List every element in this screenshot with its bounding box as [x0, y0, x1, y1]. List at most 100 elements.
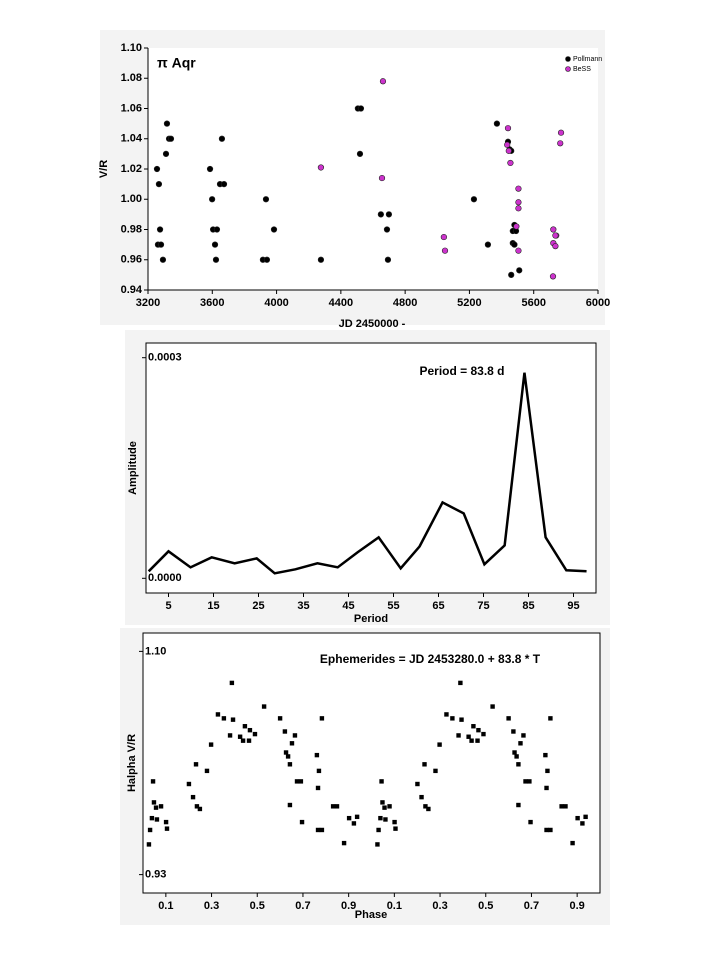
point [167, 135, 175, 142]
point [150, 779, 156, 784]
point [162, 150, 170, 157]
x-tick-label: 35 [297, 600, 309, 612]
x-tick-label: 5200 [457, 297, 481, 309]
point [505, 147, 512, 154]
point [220, 181, 228, 188]
x-tick-label: 95 [567, 600, 579, 612]
y-axis-label: Halpha V/R [126, 734, 138, 792]
point [570, 840, 575, 846]
point [375, 842, 380, 847]
point [163, 120, 171, 127]
point [263, 256, 271, 263]
point [379, 779, 384, 784]
x-tick-label: 45 [342, 600, 354, 612]
x-tick-label: 4800 [393, 297, 417, 309]
plot-area [145, 342, 597, 594]
point [282, 729, 288, 734]
point [351, 821, 357, 826]
point [357, 105, 365, 112]
point [423, 804, 428, 809]
point [515, 199, 522, 206]
point [221, 716, 227, 721]
point [518, 741, 523, 746]
x-tick-label: 5 [165, 600, 171, 612]
x-tick-label: 0.9 [341, 900, 356, 912]
y-axis-label: V/R [98, 160, 110, 178]
x-tick-label: 3200 [136, 297, 160, 309]
y-tick-label: 1.10 [145, 645, 166, 657]
legend-label: BeSS [573, 66, 591, 73]
legend-marker [565, 56, 571, 62]
point [211, 241, 219, 248]
point [393, 826, 398, 831]
x-tick-label: 3600 [200, 297, 224, 309]
point [552, 243, 559, 250]
chart-title: π Aqr [157, 55, 196, 71]
y-tick-label: 0.94 [121, 284, 143, 296]
point [159, 256, 167, 263]
point [516, 762, 521, 767]
point [287, 762, 293, 767]
point [583, 814, 588, 820]
point [186, 781, 192, 787]
line [147, 372, 587, 575]
point [153, 165, 161, 173]
point [544, 785, 549, 791]
point [314, 752, 320, 758]
x-tick-label: 0.3 [432, 900, 447, 912]
point [294, 779, 300, 784]
point [528, 819, 533, 825]
point [544, 827, 549, 833]
point [469, 738, 474, 743]
point [378, 815, 383, 821]
x-tick-label: 0.9 [570, 900, 585, 912]
point [377, 211, 384, 218]
point [285, 754, 291, 759]
point [481, 731, 486, 737]
point [356, 150, 364, 157]
point [155, 181, 163, 188]
point [387, 804, 392, 809]
point [385, 211, 393, 218]
point [549, 273, 557, 280]
point [330, 804, 336, 809]
point [316, 768, 322, 774]
point [341, 840, 347, 846]
x-axis-label: Period [354, 613, 388, 625]
x-tick-label: 0.7 [295, 900, 310, 912]
point [415, 781, 420, 787]
point [515, 247, 522, 254]
point [319, 827, 325, 833]
point [227, 733, 233, 738]
x-tick-label: 0.1 [158, 900, 173, 912]
x-tick-label: 25 [252, 600, 264, 612]
legend-marker [565, 66, 571, 72]
point [516, 802, 521, 808]
y-tick-label: 1.06 [121, 102, 142, 114]
point [237, 734, 243, 739]
point [212, 256, 220, 263]
point [441, 247, 449, 254]
point [422, 762, 427, 767]
x-tick-label: 0.7 [524, 900, 539, 912]
point [262, 196, 270, 203]
point [252, 731, 258, 737]
x-tick-label: 15 [207, 600, 219, 612]
point [194, 804, 200, 809]
point [383, 226, 391, 233]
point [146, 842, 152, 847]
point [511, 729, 516, 734]
point [392, 819, 397, 825]
point [444, 712, 449, 717]
point [270, 226, 278, 233]
y-axis-label: Amplitude [127, 441, 139, 495]
x-tick-label: 0.5 [250, 900, 265, 912]
point [213, 226, 221, 233]
x-tick-label: 4000 [264, 297, 288, 309]
plot-area [142, 632, 601, 894]
point [247, 727, 253, 733]
point [209, 196, 216, 203]
point [378, 174, 386, 182]
point [512, 750, 517, 755]
